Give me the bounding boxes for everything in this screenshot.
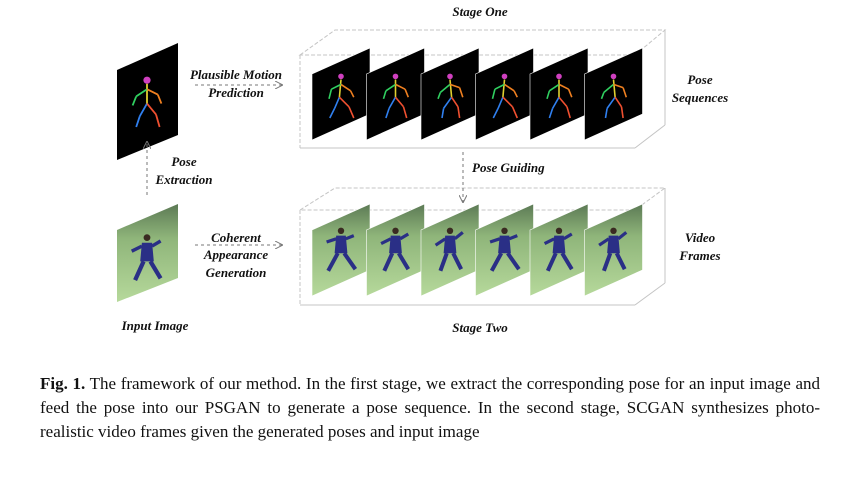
- video-frames-label-line2: Frames: [678, 248, 720, 263]
- input-image-frame: [117, 204, 178, 302]
- pose-sequences-label-line1: Pose: [687, 72, 713, 87]
- video-frames-label-line1: Video: [685, 230, 716, 245]
- pose-extraction-label-line1: Pose: [171, 154, 197, 169]
- video-frame: [420, 203, 480, 297]
- pose-frame: [311, 47, 371, 141]
- pose-skeleton-icon: [437, 73, 464, 119]
- input-pose-frame: [117, 43, 178, 160]
- framework-diagram: Stage One Stage Two Plausible Motion Pre…: [117, 4, 728, 335]
- motion-label-line2: Prediction: [208, 85, 264, 100]
- video-frame: [584, 203, 643, 297]
- caption-prefix: Fig. 1.: [40, 374, 86, 393]
- pose-frame: [366, 47, 425, 141]
- person-figure-icon: [130, 234, 163, 281]
- appearance-label-line3: Generation: [206, 265, 267, 280]
- pose-skeleton-icon: [131, 76, 163, 128]
- pose-frame: [420, 47, 480, 141]
- pose-frame: [529, 47, 589, 141]
- video-frame: [311, 203, 371, 297]
- person-figure-icon: [380, 227, 411, 272]
- appearance-label-line1: Coherent: [211, 230, 261, 245]
- video-frame: [366, 203, 425, 297]
- pose-sequence: [311, 47, 643, 141]
- input-image-label: Input Image: [121, 318, 189, 333]
- person-figure-icon: [543, 227, 574, 272]
- motion-label-line1: Plausible Motion: [190, 67, 282, 82]
- video-frame: [475, 203, 534, 297]
- pose-extraction-label-line2: Extraction: [154, 172, 212, 187]
- person-figure-icon: [326, 227, 358, 272]
- pose-skeleton-icon: [382, 73, 410, 119]
- pose-skeleton-icon: [328, 73, 355, 119]
- pose-frame: [475, 47, 534, 141]
- video-frame: [529, 203, 589, 297]
- figure-caption: Fig. 1. The framework of our method. In …: [40, 372, 820, 444]
- pose-skeleton-icon: [546, 73, 573, 119]
- pose-skeleton-icon: [491, 73, 519, 119]
- stage-two-box: [298, 187, 667, 306]
- caption-text: The framework of our method. In the firs…: [40, 374, 820, 441]
- pose-skeleton-icon: [600, 73, 628, 119]
- video-frame-sequence: [311, 203, 643, 297]
- stage-one-label: Stage One: [452, 4, 507, 19]
- pose-guiding-label: Pose Guiding: [472, 160, 545, 175]
- appearance-label-line2: Appearance: [203, 247, 269, 262]
- person-figure-icon: [598, 227, 628, 272]
- pose-frame: [584, 47, 643, 141]
- stage-two-label: Stage Two: [452, 320, 508, 335]
- person-figure-icon: [434, 227, 464, 272]
- pose-sequences-label-line2: Sequences: [672, 90, 728, 105]
- person-figure-icon: [489, 227, 521, 272]
